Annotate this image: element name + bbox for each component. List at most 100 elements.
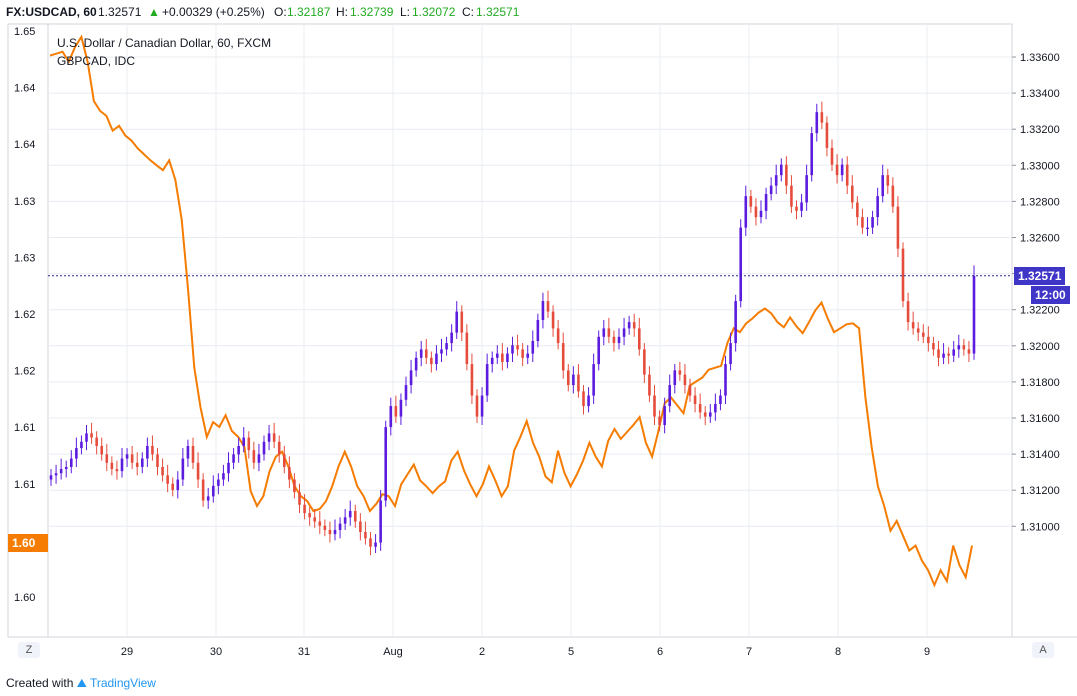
candle-body <box>333 529 337 535</box>
gbpcad-line <box>49 34 973 588</box>
tradingview-logo-icon: ⛰ <box>76 676 87 690</box>
candle-body <box>972 275 976 354</box>
candle-body <box>622 328 626 337</box>
reset-zoom-button[interactable]: Z <box>18 642 40 658</box>
candle <box>171 477 175 497</box>
candle <box>972 265 976 360</box>
compare-series-legend[interactable]: GBPCAD, IDC <box>57 54 136 68</box>
candle <box>282 445 286 474</box>
candle <box>607 317 611 344</box>
candle-body <box>957 345 961 350</box>
candle-body <box>506 353 509 362</box>
low-value: 1.32072 <box>412 5 456 19</box>
right-tick-label: 1.31400 <box>1020 449 1060 461</box>
candle-body <box>587 395 590 407</box>
candle <box>845 156 849 195</box>
candle-body <box>719 395 722 404</box>
candle-body <box>389 406 393 428</box>
candle <box>774 164 778 195</box>
candle-body <box>465 332 469 365</box>
candle <box>627 315 631 335</box>
candle-body <box>95 437 98 446</box>
candle <box>394 395 398 423</box>
candle-body <box>521 349 524 358</box>
candle-body <box>313 517 317 522</box>
candle-body <box>222 473 225 480</box>
auto-scale-button[interactable]: A <box>1032 642 1054 658</box>
candle <box>501 343 504 371</box>
candle <box>389 397 393 436</box>
candle <box>719 389 722 411</box>
candle <box>450 324 453 352</box>
candle-body <box>359 521 362 533</box>
candle-body <box>871 217 874 228</box>
candle <box>495 345 499 365</box>
candle <box>328 521 332 543</box>
candle <box>353 504 357 528</box>
candle-body <box>186 445 190 459</box>
candle-body <box>825 122 829 148</box>
candle-body <box>947 353 950 356</box>
candle-body <box>181 458 185 480</box>
candle <box>896 196 900 258</box>
candle <box>708 403 712 423</box>
candle <box>947 347 950 365</box>
x-tick-label: 9 <box>924 646 930 658</box>
candle <box>779 158 783 182</box>
x-tick-label: 6 <box>657 646 663 658</box>
candle <box>698 393 702 419</box>
candle <box>531 330 535 362</box>
candle <box>308 506 311 526</box>
left-tick-label: 1.65 <box>14 26 35 38</box>
candle <box>359 513 362 541</box>
candle <box>658 410 661 432</box>
candle <box>668 374 672 413</box>
candle-body <box>140 458 144 467</box>
candle-body <box>480 395 484 417</box>
candle-body <box>850 185 854 203</box>
candle <box>237 437 240 463</box>
candle-body <box>597 336 601 365</box>
main-series-legend[interactable]: U.S. Dollar / Canadian Dollar, 60, FXCM <box>57 36 272 50</box>
candle-body <box>774 175 778 186</box>
symbol-interval[interactable]: FX:USDCAD, 60 <box>6 5 97 19</box>
last-price: 1.32571 <box>98 5 142 19</box>
candle-body <box>703 412 707 417</box>
candle-body <box>69 458 73 467</box>
candle <box>90 422 93 444</box>
candle-body <box>546 301 550 312</box>
right-tick-label: 1.31200 <box>1020 485 1060 497</box>
candle <box>911 311 915 335</box>
candle <box>455 301 459 339</box>
candle <box>754 198 758 226</box>
candle <box>673 364 677 394</box>
candle <box>384 420 388 507</box>
candle <box>927 326 930 352</box>
candle-body <box>424 349 428 358</box>
candle <box>59 458 63 480</box>
candle-body <box>237 445 240 455</box>
candle <box>506 347 509 369</box>
candle-body <box>612 336 616 344</box>
high-value: 1.32739 <box>350 5 394 19</box>
candle-body <box>293 479 296 493</box>
candle-body <box>683 374 687 386</box>
candle-body <box>455 311 459 333</box>
candle <box>490 351 494 373</box>
candle <box>861 208 864 234</box>
candle <box>465 324 469 371</box>
tradingview-link[interactable]: TradingView <box>89 676 156 690</box>
right-tick-label: 1.33000 <box>1020 160 1060 172</box>
candle <box>80 435 83 455</box>
candle-body <box>668 385 672 407</box>
x-tick-label: 7 <box>746 646 752 658</box>
candle <box>962 338 966 356</box>
right-tick-label: 1.32800 <box>1020 196 1060 208</box>
candle-body <box>769 185 773 195</box>
candle <box>424 338 428 365</box>
candle-body <box>440 349 443 354</box>
candle-body <box>348 511 352 518</box>
candle <box>932 336 935 356</box>
candle <box>222 464 225 486</box>
